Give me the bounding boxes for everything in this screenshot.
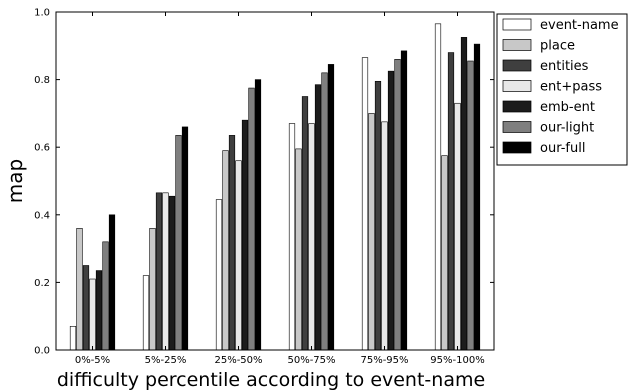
x-tick-label: 95%-100% [430, 355, 484, 366]
bar-entities-95%-100% [447, 52, 455, 351]
y-tick-label: 0.0 [34, 346, 50, 357]
bars-group [69, 23, 481, 351]
legend-swatch-entities [502, 59, 532, 72]
y-axis: 0.0 0.2 0.4 0.6 0.8 1.0 [34, 8, 494, 357]
bar-place-0%-5% [76, 228, 83, 351]
bar-place-50%-75% [295, 148, 302, 351]
legend-swatch-our-full [502, 141, 532, 154]
bar-emb-ent-0%-5% [95, 270, 103, 351]
bar-ent+pass-95%-100% [454, 102, 461, 351]
bar-entities-5%-25% [155, 192, 163, 351]
x-tick-label: 5%-25% [145, 355, 187, 366]
plot-frame [55, 11, 495, 351]
legend-label-our-light: our-light [540, 121, 594, 136]
bar-ent+pass-50%-75% [308, 123, 315, 351]
bar-our-light-0%-5% [102, 241, 109, 351]
bar-emb-ent-25%-50% [241, 119, 249, 351]
bar-place-25%-50% [222, 150, 229, 351]
bar-entities-50%-75% [301, 96, 309, 351]
y-tick-label: 1.0 [34, 8, 50, 19]
bar-ent+pass-75%-95% [381, 121, 388, 351]
bar-place-5%-25% [149, 228, 156, 351]
bar-ent+pass-5%-25% [162, 192, 169, 351]
legend-swatch-emb-ent [502, 100, 532, 113]
bar-our-full-5%-25% [181, 126, 189, 351]
x-tick-label: 0%-5% [75, 355, 110, 366]
legend-swatch-our-light [502, 121, 532, 133]
x-tick-label: 50%-75% [287, 355, 335, 366]
bar-emb-ent-5%-25% [168, 195, 176, 351]
legend-swatch-place [502, 39, 532, 51]
bar-event-name-5%-25% [142, 275, 150, 351]
y-axis-label: map [3, 159, 27, 203]
x-axis: 0%-5% 5%-25% 25%-50% 50%-75% 75%-95% 95%-100% [75, 12, 485, 366]
bar-place-75%-95% [368, 113, 375, 351]
legend: event-name place entities ent+pass emb-ent ou… [496, 13, 628, 166]
y-tick-label: 0.8 [34, 75, 50, 86]
bar-our-full-50%-75% [327, 64, 335, 351]
bar-ent+pass-0%-5% [89, 278, 96, 351]
bar-entities-75%-95% [374, 80, 382, 351]
bar-our-full-0%-5% [108, 214, 116, 351]
bar-emb-ent-50%-75% [314, 84, 322, 351]
bar-event-name-0%-5% [69, 326, 77, 351]
x-axis-label: difficulty percentile according to event… [57, 369, 485, 391]
x-tick-label: 25%-50% [214, 355, 262, 366]
legend-label-place: place [540, 39, 575, 54]
bar-our-light-5%-25% [175, 135, 182, 351]
bar-event-name-75%-95% [361, 57, 369, 351]
bar-our-full-95%-100% [473, 43, 481, 351]
bar-our-full-75%-95% [400, 50, 408, 351]
y-tick-label: 0.6 [34, 143, 50, 154]
bar-event-name-50%-75% [288, 123, 296, 351]
legend-label-our-full: our-full [540, 141, 585, 156]
legend-swatch-ent+pass [502, 80, 532, 92]
y-tick-label: 0.4 [34, 210, 50, 221]
y-tick-label: 0.2 [34, 278, 50, 289]
bar-our-light-50%-75% [321, 72, 328, 351]
bar-our-light-75%-95% [394, 59, 401, 351]
bar-event-name-25%-50% [215, 199, 223, 351]
legend-label-entities: entities [540, 59, 589, 74]
bar-place-95%-100% [441, 155, 448, 351]
bar-our-light-25%-50% [248, 87, 255, 351]
bar-ent+pass-25%-50% [235, 160, 242, 351]
legend-label-ent+pass: ent+pass [540, 80, 602, 95]
bar-emb-ent-95%-100% [460, 37, 468, 351]
bar-entities-25%-50% [228, 135, 236, 351]
bar-event-name-95%-100% [434, 23, 442, 351]
legend-label-event-name: event-name [540, 18, 619, 33]
bar-emb-ent-75%-95% [387, 70, 395, 351]
x-tick-label: 75%-95% [360, 355, 408, 366]
legend-label-emb-ent: emb-ent [540, 100, 595, 115]
bar-entities-0%-5% [82, 265, 90, 351]
legend-swatch-event-name [502, 18, 532, 31]
bar-our-light-95%-100% [467, 60, 474, 351]
bar-our-full-25%-50% [254, 79, 262, 351]
